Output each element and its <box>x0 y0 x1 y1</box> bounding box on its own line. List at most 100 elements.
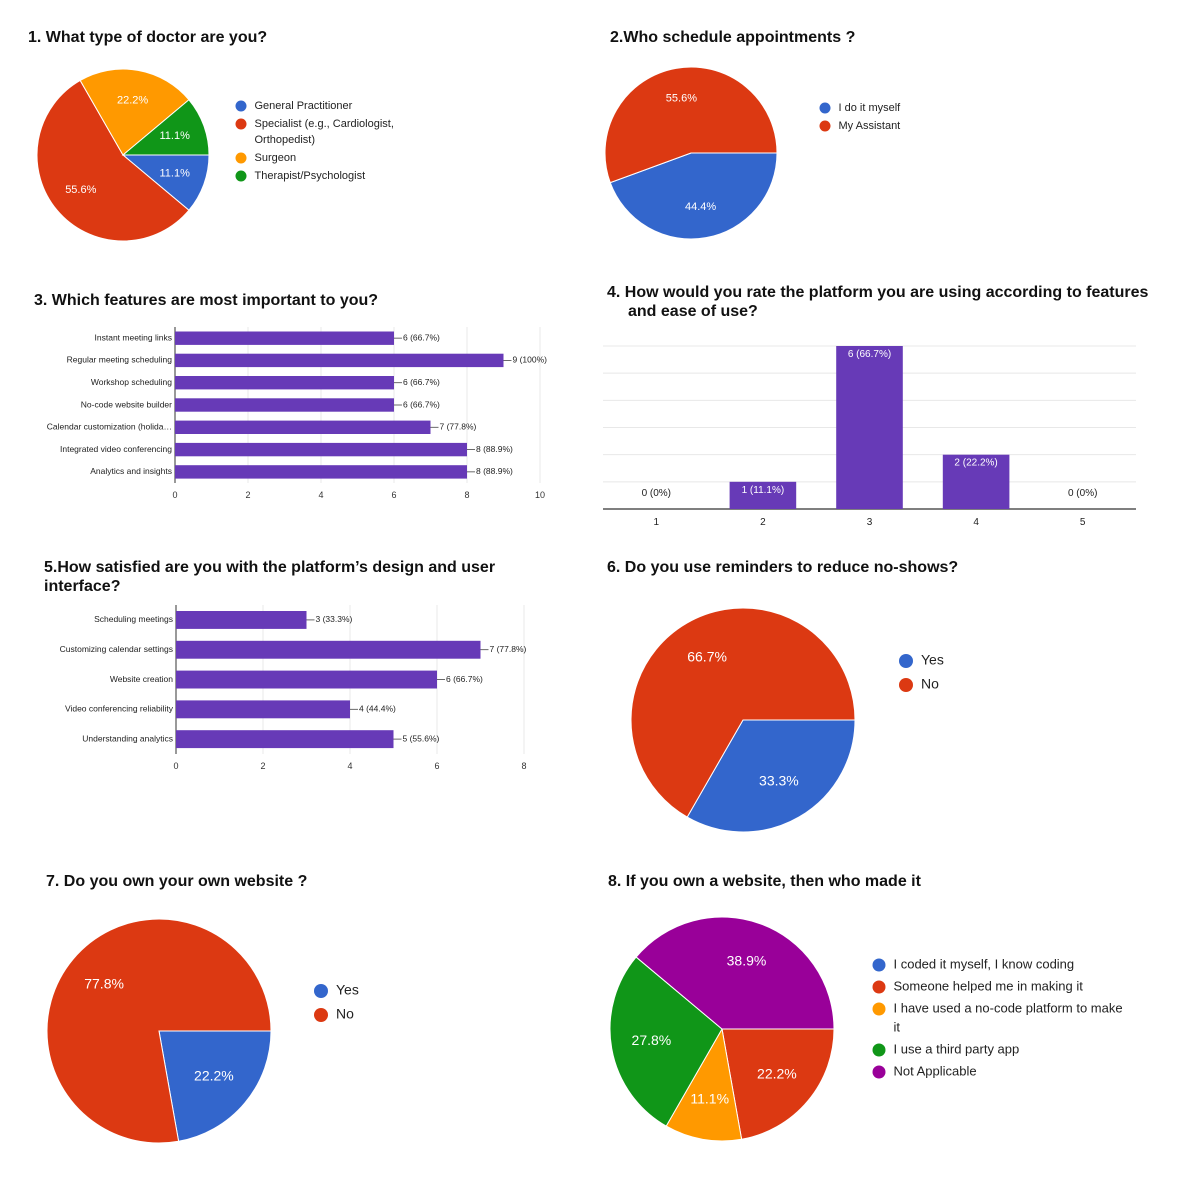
category-label: Website creation <box>110 674 173 684</box>
bar <box>836 346 903 509</box>
bar <box>175 376 394 390</box>
pie-chart-svg: 22.2% 11.1% 27.8% 38.9% I coded it myself, I… <box>609 916 1123 1142</box>
legend-marker <box>314 984 328 998</box>
x-tick-label: 8 <box>521 761 526 771</box>
data-label: 0 (0%) <box>1068 488 1097 499</box>
slice-label: 66.7% <box>687 649 727 665</box>
slice-label: 11.1% <box>160 168 191 180</box>
chart-1-doctor-type: 1. What type of doctor are you? 11.1% 55.… <box>0 0 600 260</box>
bar <box>942 454 1010 509</box>
bar <box>175 353 504 368</box>
legend-label: Surgeon <box>255 152 297 164</box>
bar <box>729 481 797 509</box>
pie-slice <box>46 918 272 1144</box>
pie-chart-svg: 11.1% 55.6% 22.2% 11.1% General Practitioner… <box>36 68 394 242</box>
data-label: 5 (55.6%) <box>403 733 440 743</box>
x-tick-label: 4 <box>347 761 352 771</box>
legend-label: My Assistant <box>839 120 901 132</box>
data-label: 6 (66.7%) <box>446 674 483 684</box>
x-tick-label: 6 <box>434 761 439 771</box>
bar-chart-svg: 0 2 4 6 8 10 Instant meeting links 6 (66.7%) Reg… <box>47 327 548 500</box>
pie-slice <box>604 66 778 184</box>
slice-label: 33.3% <box>759 773 799 789</box>
legend-label: General Practitioner <box>255 100 353 112</box>
slice-label: 27.8% <box>632 1032 672 1048</box>
chart-title: 7. Do you own your own website ? <box>46 873 308 890</box>
legend-label: it <box>894 1019 901 1034</box>
data-label: 2 (22.2%) <box>954 458 997 469</box>
bar-chart-svg: 0 (0%) 1 1 (11.1%) 2 6 (66.7%) 3 2 (22.2%) 4 0 (… <box>603 345 1136 528</box>
legend-marker <box>872 1065 886 1079</box>
data-label: 7 (77.8%) <box>440 422 477 432</box>
data-label: 6 (66.7%) <box>403 377 440 387</box>
legend-marker <box>872 1002 886 1016</box>
legend-marker <box>235 118 247 130</box>
legend-marker <box>899 678 913 692</box>
data-label: 6 (66.7%) <box>848 349 891 360</box>
bar <box>176 670 437 689</box>
chart-title-line-1: 5.How satisfied are you with the platfor… <box>44 559 496 576</box>
slice-label: 55.6% <box>65 184 96 196</box>
category-label: Scheduling meetings <box>94 614 173 624</box>
bar <box>176 700 350 719</box>
legend-marker <box>314 1008 328 1022</box>
x-tick-label: 8 <box>464 490 469 500</box>
chart-title-line-1: 4. How would you rate the platform you a… <box>607 284 1149 301</box>
legend-label: Yes <box>921 652 944 668</box>
x-tick-label: 2 <box>760 517 766 528</box>
bar <box>176 730 394 749</box>
pie-slice <box>79 68 190 156</box>
category-label: Understanding analytics <box>82 733 173 743</box>
chart-title: 8. If you own a website, then who made i… <box>608 873 921 890</box>
chart-title: 3. Which features are most important to … <box>34 292 379 309</box>
legend-marker <box>899 654 913 668</box>
chart-5-design-satisfaction: 5.How satisfied are you with the platfor… <box>0 555 600 785</box>
bar <box>176 611 307 629</box>
legend-label: Specialist (e.g., Cardiologist, <box>255 118 394 130</box>
chart-title: 1. What type of doctor are you? <box>28 29 268 46</box>
category-label: No-code website builder <box>81 399 172 409</box>
pie-slice <box>36 79 190 242</box>
legend-label: I have used a no-code platform to make <box>894 1000 1123 1015</box>
pie-slice <box>609 152 778 240</box>
bar <box>175 398 394 412</box>
category-label: Customizing calendar settings <box>60 644 173 654</box>
legend-marker <box>872 980 886 994</box>
data-label: 9 (100%) <box>513 355 548 365</box>
chart-3-important-features: 3. Which features are most important to … <box>0 280 600 520</box>
pie-chart-svg: 44.4% 55.6% I do it myself My Assistant <box>604 66 902 240</box>
category-label: Calendar customization (holida… <box>47 422 172 432</box>
slice-label: 44.4% <box>685 201 716 213</box>
chart-2-who-schedules: 2.Who schedule appointments ? 44.4% 55.6%… <box>600 0 1200 260</box>
chart-4-platform-rating: 4. How would you rate the platform you a… <box>600 280 1200 540</box>
chart-title: 6. Do you use reminders to reduce no-sho… <box>607 559 959 576</box>
slice-label: 38.9% <box>727 952 767 968</box>
category-label: Instant meeting links <box>95 332 172 342</box>
data-label: 4 (44.4%) <box>359 704 396 714</box>
bar <box>175 442 467 457</box>
pie-slice <box>158 1030 272 1142</box>
category-label: Regular meeting scheduling <box>67 355 173 365</box>
legend-label: Not Applicable <box>894 1063 977 1078</box>
legend-label: I do it myself <box>839 102 902 114</box>
legend-label: No <box>921 676 939 692</box>
data-label: 0 (0%) <box>642 488 671 499</box>
slice-label: 55.6% <box>666 93 697 105</box>
x-tick-label: 10 <box>535 490 545 500</box>
slice-label: 22.2% <box>757 1066 797 1082</box>
pie-chart-svg: 22.2% 77.8% Yes No <box>46 918 359 1144</box>
x-tick-label: 2 <box>245 490 250 500</box>
slice-label: 11.1% <box>690 1090 729 1106</box>
chart-6-reminders: 6. Do you use reminders to reduce no-sho… <box>600 555 1200 845</box>
data-label: 1 (11.1%) <box>742 485 785 496</box>
pie-slice <box>635 916 835 1030</box>
x-tick-label: 4 <box>973 517 979 528</box>
legend-marker <box>872 1043 886 1057</box>
pie-slice <box>686 719 856 833</box>
legend-label: Yes <box>336 982 359 998</box>
legend-marker <box>819 120 831 132</box>
category-label: Video conferencing reliability <box>65 704 174 714</box>
legend-marker <box>819 102 831 114</box>
chart-title: 2.Who schedule appointments ? <box>610 29 856 46</box>
pie-slice <box>665 1027 743 1142</box>
